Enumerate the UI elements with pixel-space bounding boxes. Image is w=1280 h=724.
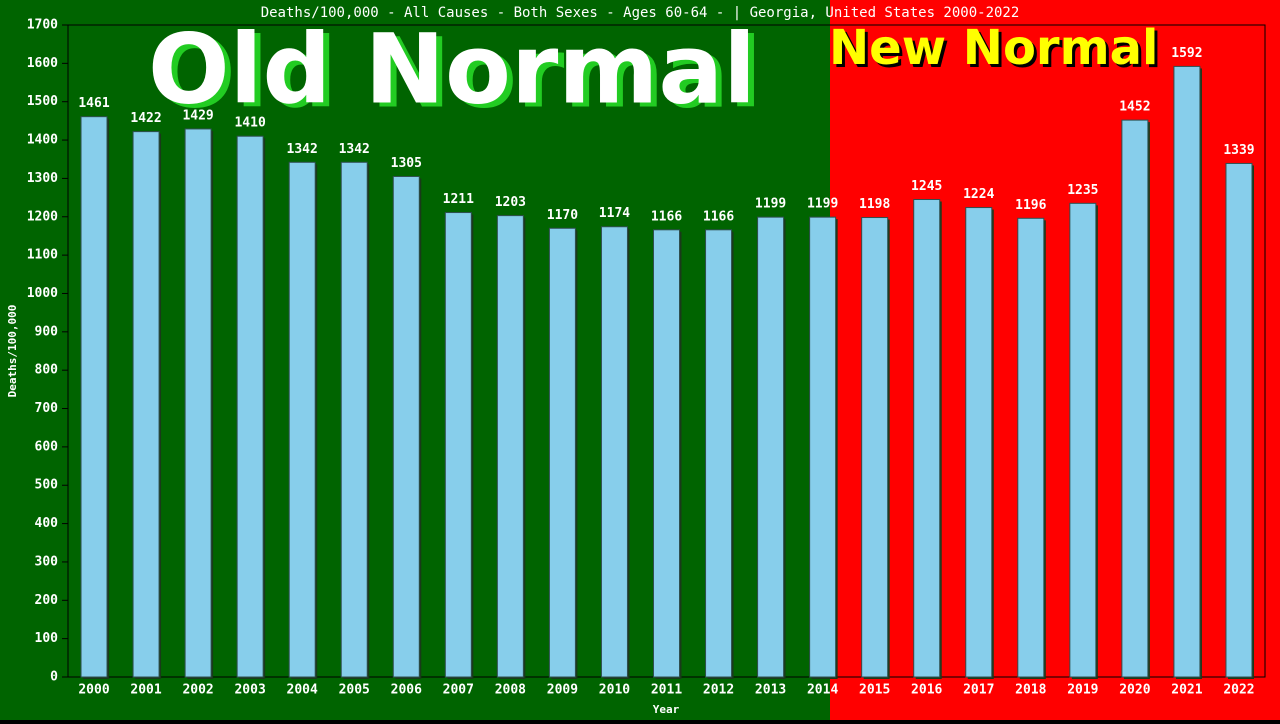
x-tick-label: 2009 [547,683,578,698]
new-normal-bg [830,0,1280,720]
y-tick-label: 1400 [27,133,58,148]
bar [1121,119,1149,678]
y-tick-label: 300 [35,554,59,569]
data-label: 1461 [78,96,109,111]
data-label: 1166 [651,209,682,224]
x-tick-label: 2004 [287,683,318,698]
y-axis-label: Deaths/100,000 [6,305,19,398]
y-tick-label: 600 [35,439,59,454]
x-tick-label: 2022 [1223,683,1254,698]
y-tick-label: 0 [50,670,58,685]
x-tick-label: 2006 [391,683,422,698]
data-label: 1174 [599,206,630,221]
y-tick-label: 400 [35,516,59,531]
x-tick-label: 2015 [859,683,890,698]
data-label: 1429 [182,108,213,123]
data-label: 1342 [339,142,370,157]
bar [1225,162,1253,678]
x-tick-label: 2002 [182,683,213,698]
data-label: 1452 [1119,100,1150,115]
data-label: 1342 [287,142,318,157]
bar [236,135,264,678]
y-tick-label: 1100 [27,248,58,263]
data-label: 1170 [547,208,578,223]
data-label: 1339 [1223,143,1254,158]
data-label: 1166 [703,209,734,224]
y-tick-label: 1000 [27,286,58,301]
x-tick-label: 2000 [78,683,109,698]
x-axis-label: Year [653,703,680,716]
y-tick-label: 100 [35,631,59,646]
x-tick-label: 2008 [495,683,526,698]
data-label: 1245 [911,179,942,194]
y-tick-label: 200 [35,593,59,608]
x-tick-label: 2010 [599,683,630,698]
bar [340,161,368,678]
y-tick-label: 1600 [27,56,58,71]
bar [184,128,212,678]
bar [861,217,889,678]
bar [600,226,628,678]
bar [548,227,576,678]
data-label: 1235 [1067,183,1098,198]
x-tick-label: 2018 [1015,683,1046,698]
bar [653,229,680,678]
bar [965,207,993,678]
y-tick-label: 900 [35,324,59,339]
annotation: New Normal [829,20,1158,76]
annotation-shadow: New Normal [832,23,1161,79]
data-label: 1305 [391,156,422,171]
annotation: Old Normal [148,13,756,125]
x-tick-label: 2011 [651,683,682,698]
x-tick-label: 2014 [807,683,838,698]
data-label: 1410 [234,116,265,131]
x-tick-label: 2003 [234,683,265,698]
bar [1017,217,1045,678]
y-tick-label: 700 [35,401,59,416]
y-tick-label: 1700 [27,18,58,33]
data-label: 1224 [963,187,994,202]
bar [288,161,316,678]
bar [80,116,108,678]
bar [705,229,733,678]
x-tick-label: 2019 [1067,683,1098,698]
x-tick-label: 2016 [911,683,942,698]
x-tick-label: 2012 [703,683,734,698]
x-tick-label: 2005 [339,683,370,698]
bar [1069,202,1097,678]
data-label: 1198 [859,197,890,212]
bar [913,199,941,678]
y-tick-label: 800 [35,363,59,378]
data-label: 1196 [1015,198,1046,213]
bar [757,216,785,678]
data-label: 1592 [1171,46,1202,61]
annotation-shadow: Old Normal [154,17,762,129]
bar [444,212,472,678]
x-tick-label: 2001 [130,683,161,698]
x-tick-label: 2020 [1119,683,1150,698]
data-label: 1203 [495,195,526,210]
bar [392,175,420,678]
bar [496,215,524,678]
y-tick-label: 1500 [27,94,58,109]
data-label: 1199 [807,197,838,212]
y-tick-label: 500 [35,478,59,493]
x-tick-label: 2017 [963,683,994,698]
data-label: 1199 [755,197,786,212]
bar [1173,65,1201,678]
x-tick-label: 2013 [755,683,786,698]
data-label: 1422 [130,111,161,126]
bar [809,216,837,678]
chart-title: Deaths/100,000 - All Causes - Both Sexes… [261,5,1020,21]
y-tick-label: 1200 [27,209,58,224]
bar [132,131,160,678]
data-label: 1211 [443,192,474,207]
x-tick-label: 2007 [443,683,474,698]
x-tick-label: 2021 [1171,683,1202,698]
y-tick-label: 1300 [27,171,58,186]
